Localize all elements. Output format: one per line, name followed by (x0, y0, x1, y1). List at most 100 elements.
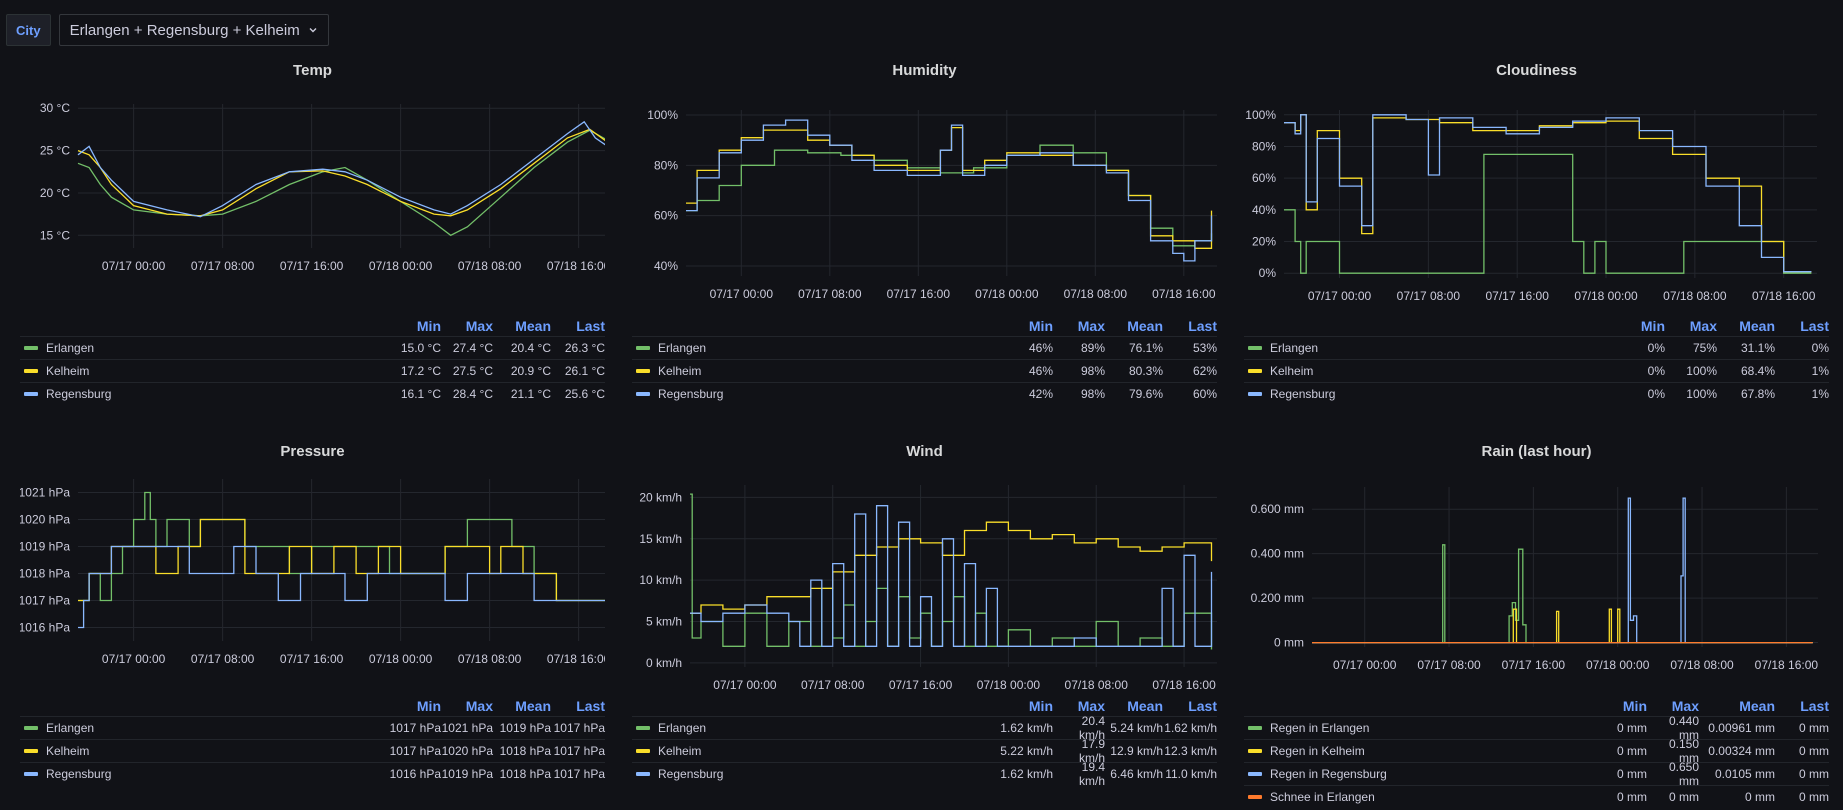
wind-chart[interactable]: 0 km/h 5 km/h 10 km/h 15 km/h 20 km/h 07/17 0… (632, 471, 1217, 703)
legend-row[interactable]: Regen in Regensburg 0 mm 0.650 mm 0.0105 mm… (1244, 760, 1829, 788)
legend-color-swatch[interactable] (24, 772, 38, 776)
legend-series-name[interactable]: Erlangen (1270, 341, 1319, 355)
legend-color-swatch[interactable] (1248, 392, 1262, 396)
legend-row[interactable]: Regensburg 1.62 km/h 19.4 km/h 6.46 km/h 11.… (632, 760, 1217, 788)
legend-color-swatch[interactable] (24, 369, 38, 373)
legend-series-name[interactable]: Erlangen (46, 341, 95, 355)
legend-header-max[interactable]: Max (465, 318, 493, 334)
legend-color-swatch[interactable] (1248, 749, 1262, 753)
legend-series-name[interactable]: Regensburg (46, 767, 112, 781)
legend-row[interactable]: Schnee in Erlangen 0 mm 0 mm 0 mm 0 mm (1244, 785, 1829, 808)
humidity-chart[interactable]: 40% 60% 80% 100% 07/17 00:00 07/17 08:00 07/17… (632, 90, 1217, 320)
legend-color-swatch[interactable] (1248, 726, 1262, 730)
legend-row[interactable]: Regen in Erlangen 0 mm 0.440 mm 0.00961 mm 0… (1244, 714, 1829, 742)
legend-series-name[interactable]: Regensburg (46, 387, 112, 401)
legend-header-max[interactable]: Max (465, 698, 493, 714)
legend-header-max[interactable]: Max (1077, 318, 1105, 334)
legend-header-min[interactable]: Min (1028, 318, 1053, 334)
legend-color-swatch[interactable] (1248, 795, 1262, 799)
legend-series-name[interactable]: Erlangen (658, 721, 707, 735)
legend-color-swatch[interactable] (636, 726, 650, 730)
legend-header-max[interactable]: Max (1689, 318, 1717, 334)
legend-series-name[interactable]: Schnee in Erlangen (1270, 790, 1375, 804)
series-line-regensburg[interactable] (78, 545, 605, 629)
city-variable-dropdown[interactable]: Erlangen + Regensburg + Kelheim (58, 14, 329, 46)
legend-header-mean[interactable]: Mean (1739, 318, 1775, 334)
legend-row[interactable]: Regen in Kelheim 0 mm 0.150 mm 0.00324 mm 0 … (1244, 737, 1829, 765)
legend-series-name[interactable]: Kelheim (658, 744, 702, 758)
legend-row[interactable]: Erlangen 15.0 °C 27.4 °C 20.4 °C 26.3 °C (20, 336, 605, 359)
legend-header-last[interactable]: Last (1800, 318, 1829, 334)
legend-row[interactable]: Kelheim 5.22 km/h 17.9 km/h 12.9 km/h 12.3 k… (632, 737, 1217, 765)
legend-header-max[interactable]: Max (1671, 698, 1699, 714)
legend-header-min[interactable]: Min (1028, 698, 1053, 714)
pressure-chart[interactable]: 1016 hPa 1017 hPa 1018 hPa 1019 hPa 1020 hPa… (20, 471, 605, 703)
legend-series-name[interactable]: Erlangen (658, 341, 707, 355)
cloudiness-chart[interactable]: 0% 20% 40% 60% 80% 100% 07/17 00:00 07/17 08:00… (1244, 90, 1829, 320)
legend-series-name[interactable]: Regen in Regensburg (1270, 767, 1387, 781)
wind-panel-title[interactable]: Wind (906, 443, 943, 460)
legend-series-name[interactable]: Kelheim (46, 364, 90, 378)
legend-header-min[interactable]: Min (416, 318, 441, 334)
legend-series-name[interactable]: Kelheim (46, 744, 90, 758)
series-line-regensburg[interactable] (1284, 114, 1812, 273)
legend-color-swatch[interactable] (24, 726, 38, 730)
legend-color-swatch[interactable] (24, 392, 38, 396)
legend-row[interactable]: Kelheim 1017 hPa 1020 hPa 1018 hPa 1017 hPa (20, 739, 605, 762)
cloudiness-panel-title[interactable]: Cloudiness (1496, 62, 1577, 79)
series-line-erlangen[interactable] (690, 493, 1213, 650)
legend-row[interactable]: Kelheim 0% 100% 68.4% 1% (1244, 359, 1829, 382)
series-line-kelheim[interactable] (77, 128, 605, 217)
rain-panel-title[interactable]: Rain (last hour) (1481, 443, 1592, 460)
series-line-regen-in-erlangen[interactable] (1312, 544, 1813, 644)
legend-header-max[interactable]: Max (1077, 698, 1105, 714)
legend-header-min[interactable]: Min (416, 698, 441, 714)
legend-color-swatch[interactable] (24, 346, 38, 350)
series-line-kelheim[interactable] (686, 126, 1213, 249)
legend-series-name[interactable]: Regen in Erlangen (1270, 721, 1370, 735)
legend-header-min[interactable]: Min (1622, 698, 1647, 714)
legend-row[interactable]: Regensburg 0% 100% 67.8% 1% (1244, 382, 1829, 405)
pressure-panel-title[interactable]: Pressure (280, 443, 345, 460)
legend-row[interactable]: Kelheim 46% 98% 80.3% 62% (632, 359, 1217, 382)
rain-chart[interactable]: 0 mm 0.200 mm 0.400 mm 0.600 mm 07/17 00:00 0… (1244, 471, 1829, 703)
legend-series-name[interactable]: Kelheim (658, 364, 702, 378)
legend-header-last[interactable]: Last (576, 318, 605, 334)
legend-row[interactable]: Erlangen 46% 89% 76.1% 53% (632, 336, 1217, 359)
legend-series-name[interactable]: Kelheim (1270, 364, 1314, 378)
legend-header-mean[interactable]: Mean (1127, 698, 1163, 714)
humidity-panel-title[interactable]: Humidity (892, 62, 957, 79)
series-line-erlangen[interactable] (77, 129, 605, 237)
legend-header-mean[interactable]: Mean (1739, 698, 1775, 714)
legend-color-swatch[interactable] (1248, 369, 1262, 373)
legend-row[interactable]: Regensburg 1016 hPa 1019 hPa 1018 hPa 1017 h… (20, 762, 605, 785)
series-line-regensburg[interactable] (686, 119, 1213, 262)
series-line-kelheim[interactable] (78, 518, 605, 602)
legend-row[interactable]: Kelheim 17.2 °C 27.5 °C 20.9 °C 26.1 °C (20, 359, 605, 382)
legend-row[interactable]: Regensburg 16.1 °C 28.4 °C 21.1 °C 25.6 °C (20, 382, 605, 405)
legend-row[interactable]: Regensburg 42% 98% 79.6% 60% (632, 382, 1217, 405)
legend-color-swatch[interactable] (1248, 772, 1262, 776)
temp-panel-title[interactable]: Temp (293, 62, 332, 79)
legend-header-mean[interactable]: Mean (1127, 318, 1163, 334)
legend-header-last[interactable]: Last (1188, 698, 1217, 714)
legend-color-swatch[interactable] (24, 749, 38, 753)
series-line-regensburg[interactable] (77, 120, 605, 218)
legend-color-swatch[interactable] (636, 369, 650, 373)
legend-header-last[interactable]: Last (576, 698, 605, 714)
legend-series-name[interactable]: Regensburg (658, 387, 724, 401)
legend-header-last[interactable]: Last (1188, 318, 1217, 334)
series-line-kelheim[interactable] (690, 521, 1213, 614)
temp-chart[interactable]: 15 °C 20 °C 25 °C 30 °C 07/17 00:00 07/17 08:… (20, 90, 605, 320)
series-line-regensburg[interactable] (690, 505, 1213, 647)
series-line-erlangen[interactable] (1284, 153, 1812, 274)
series-line-regen-in-regensburg[interactable] (1312, 497, 1813, 644)
legend-color-swatch[interactable] (636, 392, 650, 396)
legend-header-min[interactable]: Min (1640, 318, 1665, 334)
legend-row[interactable]: Erlangen 1.62 km/h 20.4 km/h 5.24 km/h 1.62 … (632, 714, 1217, 742)
legend-header-last[interactable]: Last (1800, 698, 1829, 714)
legend-color-swatch[interactable] (1248, 346, 1262, 350)
legend-series-name[interactable]: Regensburg (658, 767, 724, 781)
legend-series-name[interactable]: Regensburg (1270, 387, 1336, 401)
legend-row[interactable]: Erlangen 1017 hPa 1021 hPa 1019 hPa 1017 hPa (20, 716, 605, 739)
